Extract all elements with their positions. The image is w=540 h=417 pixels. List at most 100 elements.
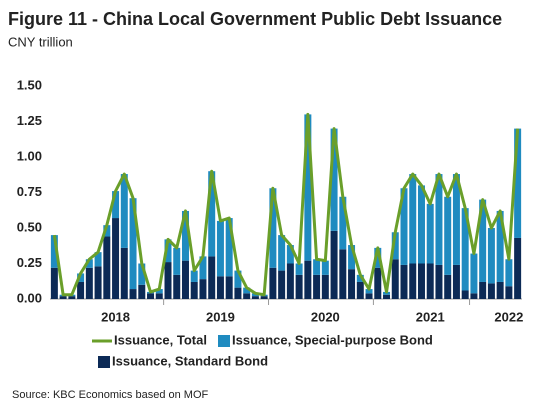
bar-segment bbox=[278, 235, 286, 271]
x-tick-label: 2019 bbox=[206, 309, 235, 324]
bar-segment bbox=[234, 270, 242, 288]
bar-segment bbox=[470, 253, 478, 294]
bar-segment bbox=[391, 259, 399, 299]
x-tick-label: 2022 bbox=[494, 309, 523, 324]
bar-segment bbox=[278, 270, 286, 299]
bar-segment bbox=[120, 247, 128, 299]
source-note: Source: KBC Economics based on MOF bbox=[12, 389, 209, 401]
bar-segment bbox=[356, 274, 364, 282]
bar-segment bbox=[138, 263, 146, 285]
bar-segment bbox=[173, 274, 181, 299]
bar-segment bbox=[216, 220, 224, 277]
bar-segment bbox=[356, 281, 364, 299]
bar-segment bbox=[383, 294, 391, 299]
bar-segment bbox=[129, 289, 137, 299]
bar-segment bbox=[505, 286, 513, 299]
bar-segment bbox=[103, 225, 111, 237]
bar-segment bbox=[496, 210, 504, 282]
bar-segment bbox=[138, 284, 146, 299]
bar-segment bbox=[409, 174, 417, 264]
legend-swatch bbox=[98, 356, 110, 368]
legend-label: Issuance, Special-purpose Bond bbox=[232, 332, 433, 347]
y-tick-label: 0.50 bbox=[17, 219, 42, 234]
bar-segment bbox=[417, 185, 425, 264]
bar-segment bbox=[479, 281, 487, 299]
bar-segment bbox=[260, 296, 268, 299]
bar-segment bbox=[112, 191, 120, 219]
bar-segment bbox=[147, 293, 155, 299]
bar-segment bbox=[348, 269, 356, 299]
x-tick-label: 2018 bbox=[101, 309, 130, 324]
bar-segment bbox=[181, 260, 189, 299]
legend-label: Issuance, Total bbox=[114, 332, 207, 347]
bar-segment bbox=[94, 266, 102, 299]
bar-segment bbox=[286, 263, 294, 299]
bar-segment bbox=[461, 208, 469, 291]
y-tick-label: 1.25 bbox=[17, 113, 42, 128]
legend-swatch bbox=[218, 335, 230, 347]
bar-segment bbox=[391, 232, 399, 260]
bar-segment bbox=[234, 287, 242, 299]
bar-segment bbox=[243, 287, 251, 294]
bar-segment bbox=[496, 281, 504, 299]
bar-segment bbox=[199, 279, 207, 299]
bar-segment bbox=[426, 203, 434, 264]
bar-segment bbox=[164, 262, 172, 299]
bar-segment bbox=[286, 245, 294, 264]
bar-segment bbox=[225, 218, 233, 277]
bar-segment bbox=[129, 198, 137, 290]
chart-title: Figure 11 - China Local Government Publi… bbox=[8, 9, 502, 29]
bar-segment bbox=[452, 174, 460, 265]
bar-segment bbox=[112, 218, 120, 299]
bar-segment bbox=[514, 128, 522, 238]
bar-segment bbox=[164, 239, 172, 263]
bar-segment bbox=[304, 114, 312, 261]
bar-segment bbox=[409, 263, 417, 299]
bar-segment bbox=[77, 273, 85, 282]
bar-segment bbox=[225, 276, 233, 299]
y-tick-label: 0.00 bbox=[17, 290, 42, 305]
bar-segment bbox=[452, 264, 460, 299]
legend-label: Issuance, Standard Bond bbox=[112, 353, 268, 368]
bar-segment bbox=[50, 267, 58, 299]
bar-segment bbox=[208, 171, 216, 257]
bar-segment bbox=[313, 259, 321, 275]
bar-segment bbox=[400, 188, 408, 265]
bar-segment bbox=[321, 260, 329, 275]
bar-segment bbox=[514, 237, 522, 299]
bar-segment bbox=[77, 281, 85, 299]
y-tick-label: 0.75 bbox=[17, 184, 42, 199]
bar-segment bbox=[251, 296, 259, 299]
bar-segment bbox=[155, 293, 163, 299]
bar-segment bbox=[400, 264, 408, 299]
bar-segment bbox=[505, 259, 513, 287]
bar-segment bbox=[85, 259, 93, 268]
bar-segment bbox=[365, 293, 373, 299]
x-tick-label: 2020 bbox=[311, 309, 340, 324]
bar-segment bbox=[461, 290, 469, 299]
x-tick-label: 2021 bbox=[416, 309, 445, 324]
bar-segment bbox=[295, 274, 303, 299]
bar-segment bbox=[417, 263, 425, 299]
bar-segment bbox=[173, 247, 181, 275]
bar-segment bbox=[243, 293, 251, 299]
bar-segment bbox=[85, 267, 93, 299]
bar-segment bbox=[444, 274, 452, 299]
bar-segment bbox=[120, 174, 128, 248]
bar-segment bbox=[435, 174, 443, 265]
bar-segment bbox=[487, 228, 495, 284]
bar-segment bbox=[103, 236, 111, 299]
bar-segment bbox=[426, 263, 434, 299]
y-tick-label: 1.50 bbox=[17, 77, 42, 92]
bar-segment bbox=[365, 289, 373, 294]
bar-segment bbox=[94, 252, 102, 267]
bar-segment bbox=[487, 283, 495, 299]
bar-segment bbox=[479, 199, 487, 282]
bar-segment bbox=[68, 296, 76, 299]
bar-segment bbox=[181, 210, 189, 261]
bar-segment bbox=[330, 128, 338, 231]
bar-segment bbox=[155, 289, 163, 294]
chart-subtitle: CNY trillion bbox=[8, 34, 73, 49]
bar-segment bbox=[313, 274, 321, 299]
